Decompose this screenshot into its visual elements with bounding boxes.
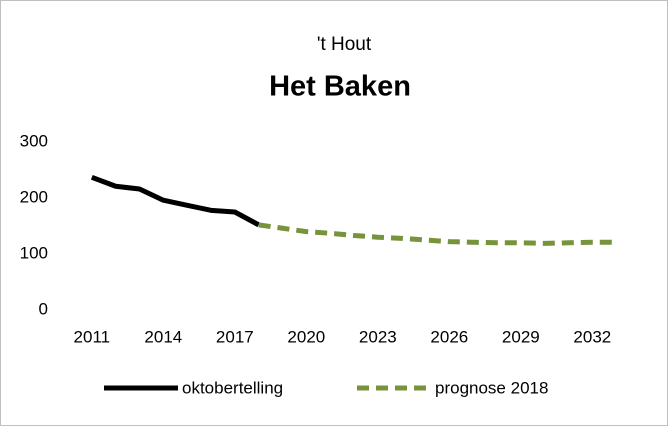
x-tick-label: 2011 [74,327,111,346]
y-tick-label: 200 [20,187,48,206]
x-tick-label: 2014 [144,327,182,346]
chart-title: Het Baken [269,71,411,103]
x-tick-label: 2032 [573,327,611,346]
x-tick-label: 2020 [287,327,325,346]
x-tick-label: 2029 [502,327,540,346]
x-tick-label: 2023 [359,327,397,346]
line-series [90,174,260,228]
y-tick-label: 0 [39,299,48,318]
x-tick-label: 2017 [216,327,254,346]
legend-label: prognose 2018 [435,378,548,397]
x-tick-label: 2026 [430,327,468,346]
chart-subtitle: 't Hout [317,34,372,55]
legend-label: oktobertelling [182,378,283,397]
y-tick-label: 100 [20,243,48,262]
line-series [258,222,617,246]
y-tick-label: 300 [20,131,48,150]
